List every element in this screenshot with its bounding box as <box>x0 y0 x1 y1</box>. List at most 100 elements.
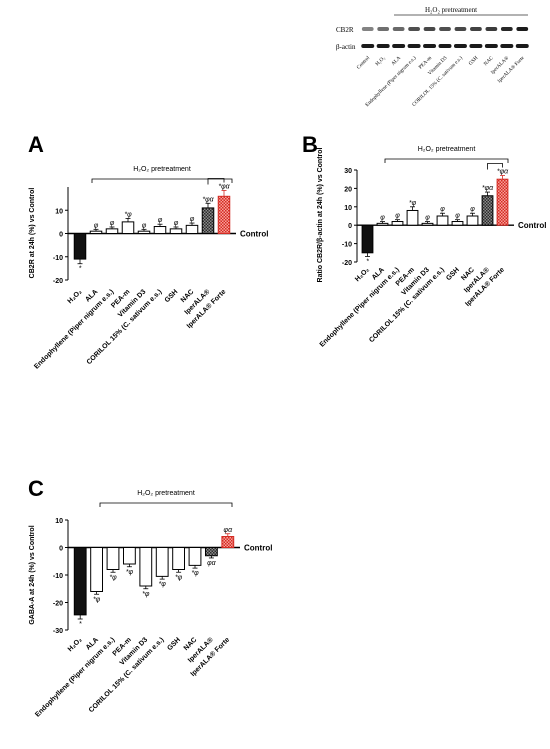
bar <box>361 224 374 254</box>
blot-cb2r-band <box>485 27 498 31</box>
blot-actin-band <box>484 44 498 48</box>
blot-pretreatment-label: H₂O₂ pretreatment <box>425 6 477 14</box>
blot-band-label-cb2r: CB2R <box>336 26 354 34</box>
significance-label: φ <box>110 220 115 227</box>
significance-label: φ <box>440 206 445 213</box>
bar <box>188 547 202 566</box>
x-tick-label: H₂O₂ <box>67 636 84 653</box>
comparison-bracket <box>487 163 503 170</box>
y-tick-label: 30 <box>344 168 352 175</box>
control-label: Control <box>518 221 546 230</box>
significance-label: φ <box>425 215 430 222</box>
blot-lane-label: H₂O₂ <box>374 55 386 67</box>
bar <box>436 215 449 226</box>
blot-cb2r-band <box>500 27 513 31</box>
blot-actin-band <box>361 44 375 48</box>
blot-actin-band <box>453 44 467 48</box>
y-tick-label: -10 <box>342 242 352 249</box>
panel-letter: A <box>28 132 44 157</box>
y-tick-label: 20 <box>344 186 352 193</box>
comparison-bracket <box>207 178 225 185</box>
y-tick-label: -10 <box>53 573 63 580</box>
blot-actin-band <box>469 44 483 48</box>
bar <box>376 222 389 226</box>
bar <box>89 230 103 235</box>
significance-label: φ <box>455 213 460 220</box>
blot-lane-label: Control <box>356 55 372 71</box>
blot-cb2r-band <box>392 27 405 31</box>
bar <box>73 233 87 260</box>
significance-label: φ <box>142 222 147 229</box>
bar <box>204 547 218 557</box>
y-tick-label: 10 <box>55 518 63 525</box>
bar <box>451 221 464 226</box>
bar <box>481 195 494 226</box>
blot-cb2r-band <box>454 27 467 31</box>
significance-label: *φ <box>142 591 150 598</box>
bar <box>185 224 199 235</box>
blot-lane-label: GSH <box>468 55 480 67</box>
bar <box>153 226 167 234</box>
significance-label: *φα <box>202 196 214 203</box>
significance-label: *φ <box>126 569 134 576</box>
blot-cb2r-band <box>377 27 390 31</box>
significance-label: *φ <box>191 570 199 577</box>
y-tick-label: 0 <box>59 232 63 239</box>
significance-label: * <box>79 266 82 273</box>
blot-lane-label: ALA <box>390 55 402 67</box>
y-tick-label: -20 <box>53 601 63 608</box>
pretreatment-bracket <box>384 158 509 163</box>
y-axis-title: Ratio CB2R/β-actin at 24h (%) vs Control <box>317 147 324 282</box>
panel-letter: B <box>302 132 318 157</box>
blot-cb2r-band <box>361 27 374 31</box>
significance-label: φ <box>158 217 163 224</box>
blot-band-label-actin: β-actin <box>336 43 356 51</box>
blot-actin-band <box>500 44 514 48</box>
significance-label: * <box>79 621 82 628</box>
y-tick-label: 0 <box>348 223 352 230</box>
y-tick-label: 10 <box>55 208 63 215</box>
significance-label: *φ <box>409 200 417 207</box>
pretreatment-label: H₂O₂ pretreatment <box>137 490 195 497</box>
blot-cb2r-band <box>423 27 436 31</box>
blot-actin-band <box>376 44 390 48</box>
bar <box>106 547 120 570</box>
significance-label: φα <box>207 560 217 567</box>
significance-label: *φα <box>218 183 230 190</box>
significance-label: *φα <box>497 169 509 176</box>
blot-cb2r-band <box>439 27 451 31</box>
y-tick-label: -20 <box>53 278 63 285</box>
blot-lane-label: NAC <box>483 55 495 67</box>
pretreatment-bracket <box>99 502 233 507</box>
panel-letter: C <box>28 476 44 501</box>
bar <box>73 547 87 616</box>
y-tick-label: 0 <box>59 546 63 553</box>
bar <box>137 230 151 235</box>
panel-c-chart: C -30 -20 -10 0 10 GABA-A at 24h (%) vs Contro… <box>28 476 272 719</box>
bar <box>172 547 186 570</box>
western-blot: H₂O₂ pretreatment CB2R β-actin Control H₂… <box>336 6 529 108</box>
significance-label: *φ <box>109 574 117 581</box>
x-tick-label: H₂O₂ <box>354 266 371 283</box>
significance-label: *φ <box>93 596 101 603</box>
y-tick-label: 10 <box>344 205 352 212</box>
significance-label: φ <box>395 213 400 220</box>
pretreatment-label: H₂O₂ pretreatment <box>418 146 476 153</box>
bar <box>122 547 136 565</box>
bar <box>105 228 119 235</box>
panel-a-chart: A -20 -10 0 10 CB2R at 24h (%) vs Control Cont… <box>28 132 268 371</box>
bar <box>90 547 104 592</box>
bar <box>169 228 183 235</box>
y-axis-title: GABA-A at 24h (%) vs Control <box>29 525 36 624</box>
pretreatment-label: H₂O₂ pretreatment <box>133 166 191 173</box>
bar <box>201 207 215 235</box>
significance-label: φ <box>94 222 99 229</box>
blot-cb2r-band <box>516 27 529 31</box>
control-label: Control <box>240 230 268 239</box>
bar <box>496 178 509 226</box>
pretreatment-bracket <box>91 178 233 183</box>
blot-bands <box>361 27 529 48</box>
control-label: Control <box>244 544 272 553</box>
bar <box>406 209 419 226</box>
bar <box>155 547 169 577</box>
